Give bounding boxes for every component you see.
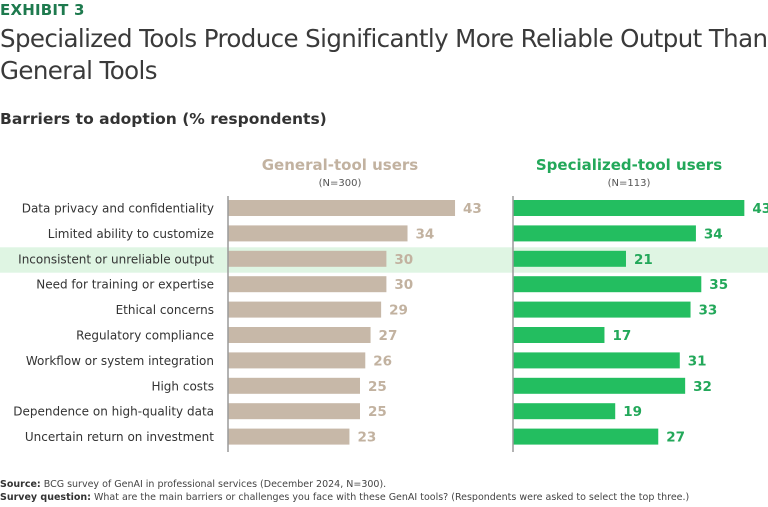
specialized-bar xyxy=(513,377,686,394)
general-bar xyxy=(228,225,408,242)
exhibit-label: EXHIBIT 3 xyxy=(0,1,85,19)
category-label: Inconsistent or unreliable output xyxy=(18,252,214,266)
general-value-label: 23 xyxy=(357,430,376,446)
general-value-label: 25 xyxy=(368,404,387,420)
survey-question-note: Survey question: What are the main barri… xyxy=(0,491,689,504)
specialized-bar xyxy=(513,327,605,343)
general-bar xyxy=(228,200,456,216)
specialized-bar xyxy=(513,301,691,318)
specialized-value-label: 17 xyxy=(612,328,631,344)
bar-chart: General-tool users (N=300) Specialized-too… xyxy=(0,156,768,452)
category-label: Workflow or system integration xyxy=(26,354,214,368)
general-value-label: 43 xyxy=(463,201,482,217)
survey-question-text: What are the main barriers or challenges… xyxy=(90,492,690,503)
general-bar xyxy=(228,327,371,343)
general-value-label: 30 xyxy=(394,252,413,268)
general-value-label: 34 xyxy=(416,226,435,242)
specialized-value-label: 33 xyxy=(699,303,718,319)
general-bar xyxy=(228,428,350,445)
series-header-1: Specialized-tool users xyxy=(536,156,722,174)
category-label: Ethical concerns xyxy=(116,303,214,317)
specialized-bar xyxy=(513,352,680,369)
specialized-value-label: 32 xyxy=(693,379,712,395)
category-label: Regulatory compliance xyxy=(76,329,214,343)
specialized-value-label: 19 xyxy=(623,404,642,420)
chart-subtitle: Barriers to adoption (% respondents) xyxy=(0,110,327,128)
footer: Source: BCG survey of GenAI in professio… xyxy=(0,478,689,504)
specialized-value-label: 35 xyxy=(709,277,728,293)
general-value-label: 25 xyxy=(368,379,387,395)
general-bar xyxy=(228,352,366,369)
general-value-label: 29 xyxy=(389,303,408,319)
source-text: BCG survey of GenAI in professional serv… xyxy=(40,479,387,490)
specialized-value-label: 43 xyxy=(752,201,768,217)
subtitle-text: Barriers to adoption xyxy=(0,110,177,128)
category-label: Uncertain return on investment xyxy=(25,430,214,444)
general-value-label: 27 xyxy=(379,328,398,344)
specialized-bar xyxy=(513,250,626,267)
chart-title: Specialized Tools Produce Significantly … xyxy=(0,24,768,85)
specialized-value-label: 27 xyxy=(666,430,685,446)
specialized-value-label: 31 xyxy=(688,353,707,369)
general-value-label: 26 xyxy=(373,353,392,369)
survey-question-label: Survey question: xyxy=(0,492,91,503)
series-n-1: (N=113) xyxy=(608,178,651,189)
category-label: Data privacy and confidentiality xyxy=(22,202,214,216)
specialized-bar xyxy=(513,276,702,293)
general-bar xyxy=(228,276,387,293)
specialized-bar xyxy=(513,403,616,420)
category-label: High costs xyxy=(151,379,214,393)
series-header-0: General-tool users xyxy=(262,156,419,174)
subtitle-unit: (% respondents) xyxy=(182,110,327,128)
specialized-bar xyxy=(513,225,696,242)
specialized-value-label: 21 xyxy=(634,252,653,268)
category-label: Dependence on high-quality data xyxy=(13,405,214,419)
general-bar xyxy=(228,377,360,394)
specialized-bar xyxy=(513,428,659,445)
general-value-label: 30 xyxy=(394,277,413,293)
category-label: Need for training or expertise xyxy=(36,278,214,292)
category-label: Limited ability to customize xyxy=(48,227,214,241)
specialized-value-label: 34 xyxy=(704,226,723,242)
general-bar xyxy=(228,403,360,420)
general-bar xyxy=(228,250,387,267)
series-n-0: (N=300) xyxy=(319,178,362,189)
general-bar xyxy=(228,301,382,318)
source-note: Source: BCG survey of GenAI in professio… xyxy=(0,478,689,491)
specialized-bar xyxy=(513,200,745,216)
source-label: Source: xyxy=(0,479,41,490)
